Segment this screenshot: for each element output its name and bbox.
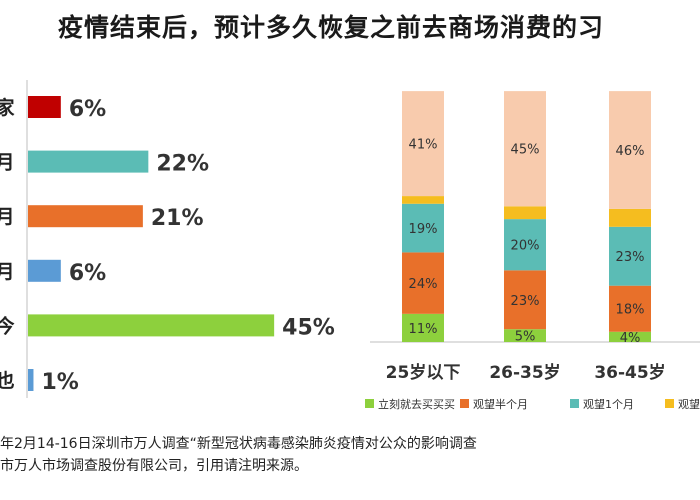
legend-swatch <box>665 399 674 408</box>
hbar <box>28 314 275 337</box>
segment-value-label: 45% <box>511 143 540 158</box>
stacked-bar-segment <box>402 252 444 314</box>
segment-value-label: 20% <box>511 239 540 254</box>
legend-swatch <box>365 399 374 408</box>
legend-label: 观望1个月 <box>583 398 634 411</box>
stacked-bar-segment <box>609 91 651 209</box>
stacked-bar-segment <box>504 91 546 207</box>
x-tick-label: 26-35岁 <box>489 362 560 383</box>
hbar-value-label: 6% <box>69 97 106 122</box>
category-label: 也 <box>0 369 15 392</box>
hbar <box>28 369 34 391</box>
hbar <box>28 259 61 282</box>
category-label: 月 <box>0 261 15 283</box>
legend-label: 观望半个月 <box>473 397 528 411</box>
stacked-bar-segment <box>504 206 546 220</box>
legend-swatch <box>570 399 579 408</box>
hbar-value-label: 22% <box>156 152 209 177</box>
stacked-bar-segment <box>504 219 546 271</box>
segment-value-label: 5% <box>515 330 536 345</box>
segment-value-label: 11% <box>409 322 438 337</box>
hbar <box>28 96 61 118</box>
segment-value-label: 23% <box>616 250 645 265</box>
segment-value-label: 18% <box>616 303 645 318</box>
stacked-bar-segment <box>402 196 444 204</box>
hbar-value-label: 45% <box>282 315 335 340</box>
stacked-bar-segment <box>504 270 546 330</box>
legend-label: 立刻就去买买买 <box>378 397 455 411</box>
segment-value-label: 4% <box>620 331 641 346</box>
category-label: 月 <box>0 152 15 174</box>
chart-canvas: 家 6% 月 22% 月 21% 月 6% 今 45% 也 1% 11% 24% 19% 41% 25岁以下 5%… <box>0 80 700 411</box>
hbar-value-label: 21% <box>151 206 204 231</box>
hbar <box>28 150 149 173</box>
source-note-line-1: 年2月14-16日深圳市万人调查“新型冠状病毒感染肺炎疫情对公众的影响调查 <box>0 436 477 452</box>
hbar-value-label: 1% <box>41 370 78 395</box>
stacked-bar-segment <box>402 203 444 253</box>
hbar <box>28 205 143 228</box>
segment-value-label: 23% <box>511 294 540 309</box>
stacked-bar-segment <box>609 331 651 342</box>
segment-value-label: 24% <box>409 277 438 292</box>
stacked-bar-segment <box>504 329 546 342</box>
stacked-bar-segment <box>402 91 444 197</box>
chart-title: 疫情结束后，预计多久恢复之前去商场消费的习 <box>58 13 605 42</box>
category-label: 今 <box>0 314 15 337</box>
legend-swatch <box>460 399 469 408</box>
stacked-bar-segment <box>609 226 651 286</box>
stacked-bar-segment <box>609 285 651 332</box>
segment-value-label: 46% <box>616 144 645 159</box>
category-label: 月 <box>0 206 15 228</box>
x-tick-label: 25岁以下 <box>386 362 461 383</box>
segment-value-label: 41% <box>409 138 438 153</box>
source-note: 年2月14-16日深圳市万人调查“新型冠状病毒感染肺炎疫情对公众的影响调查 市万… <box>0 433 477 477</box>
x-tick-label: 36-45岁 <box>594 362 665 383</box>
category-label: 家 <box>0 96 15 119</box>
segment-value-label: 19% <box>409 222 438 237</box>
legend-label: 观望 <box>678 398 700 411</box>
stacked-bar-segment <box>402 313 444 342</box>
stacked-bar-segment <box>609 208 651 227</box>
source-note-line-2: 市万人市场调查股份有限公司，引用请注明来源。 <box>0 458 308 474</box>
hbar-value-label: 6% <box>69 261 106 286</box>
